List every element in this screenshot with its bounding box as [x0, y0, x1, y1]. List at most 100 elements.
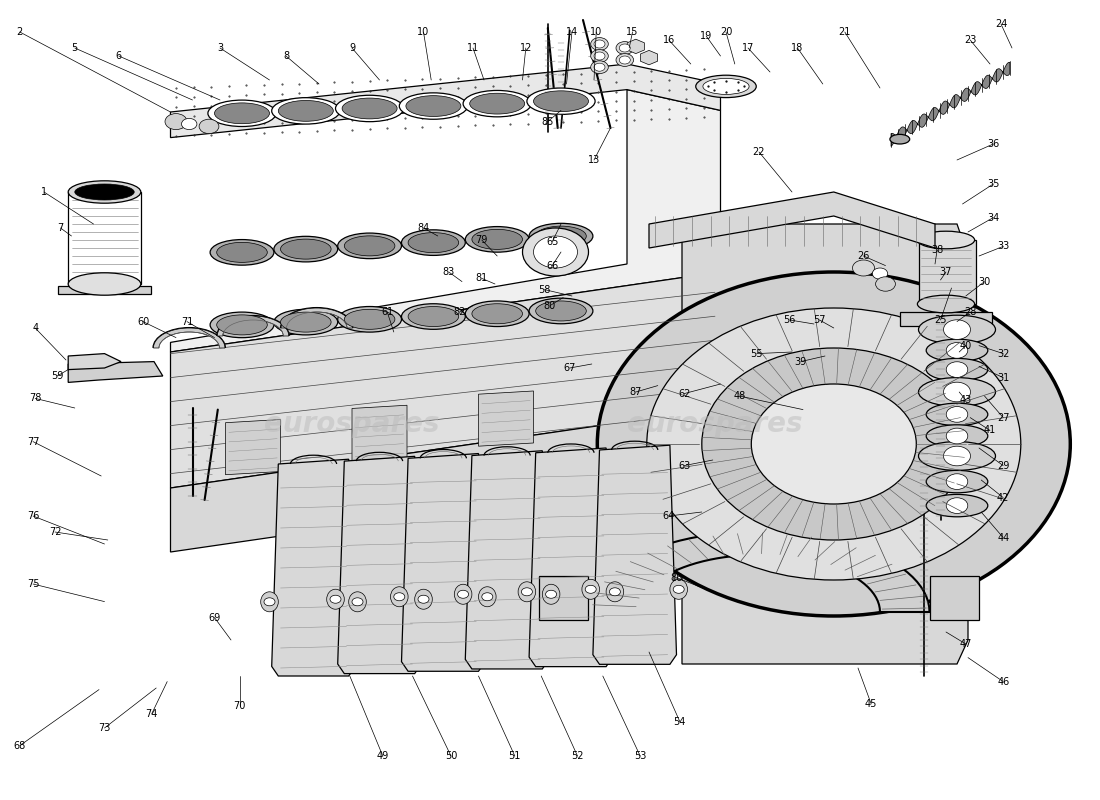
Text: 29: 29	[997, 461, 1010, 470]
Polygon shape	[529, 448, 613, 666]
Text: 44: 44	[997, 533, 1010, 542]
Circle shape	[594, 52, 605, 60]
Circle shape	[673, 586, 684, 594]
Ellipse shape	[926, 470, 988, 493]
Polygon shape	[539, 576, 588, 620]
Polygon shape	[352, 406, 407, 461]
Ellipse shape	[463, 90, 531, 117]
Ellipse shape	[529, 223, 593, 249]
Ellipse shape	[917, 295, 975, 313]
Ellipse shape	[926, 358, 988, 381]
Polygon shape	[153, 328, 224, 348]
Polygon shape	[68, 362, 163, 382]
Ellipse shape	[349, 592, 366, 612]
Circle shape	[591, 38, 608, 50]
Text: 65: 65	[546, 237, 559, 246]
Text: 80: 80	[543, 301, 557, 310]
Text: 7: 7	[57, 223, 64, 233]
Circle shape	[594, 63, 605, 71]
Ellipse shape	[703, 78, 749, 94]
Text: 69: 69	[208, 613, 221, 622]
Circle shape	[546, 590, 557, 598]
Ellipse shape	[918, 378, 996, 406]
Text: 26: 26	[857, 251, 870, 261]
Circle shape	[616, 42, 634, 54]
Text: eurospares: eurospares	[264, 410, 440, 438]
Ellipse shape	[272, 98, 340, 124]
Text: 33: 33	[997, 242, 1010, 251]
Text: 20: 20	[719, 27, 733, 37]
Circle shape	[597, 272, 1070, 616]
Text: 66: 66	[546, 261, 559, 270]
Text: 74: 74	[145, 709, 158, 718]
Text: 1: 1	[41, 187, 47, 197]
Polygon shape	[280, 308, 352, 328]
Ellipse shape	[582, 579, 600, 599]
Circle shape	[521, 588, 532, 596]
Ellipse shape	[208, 100, 276, 126]
Circle shape	[591, 61, 608, 74]
Ellipse shape	[926, 494, 988, 517]
Text: 5: 5	[72, 43, 78, 53]
Ellipse shape	[280, 312, 331, 332]
Ellipse shape	[534, 91, 588, 112]
Text: 70: 70	[233, 701, 246, 710]
Text: 8: 8	[283, 51, 289, 61]
Ellipse shape	[529, 298, 593, 324]
Text: 24: 24	[994, 19, 1008, 29]
Circle shape	[330, 595, 341, 603]
Ellipse shape	[408, 306, 459, 326]
Text: 54: 54	[673, 717, 686, 726]
Text: 84: 84	[417, 223, 430, 233]
Ellipse shape	[342, 98, 397, 119]
Text: 72: 72	[48, 527, 62, 537]
Text: 6: 6	[116, 51, 122, 61]
Ellipse shape	[917, 231, 975, 249]
Text: 82: 82	[453, 307, 466, 317]
Text: 40: 40	[959, 341, 972, 350]
Text: 10: 10	[590, 27, 603, 37]
Circle shape	[944, 446, 970, 466]
Text: 61: 61	[381, 307, 394, 317]
Text: 30: 30	[978, 277, 991, 286]
Ellipse shape	[926, 403, 988, 426]
Ellipse shape	[336, 95, 404, 122]
Circle shape	[946, 342, 968, 358]
Text: 78: 78	[29, 394, 42, 403]
Ellipse shape	[217, 242, 267, 262]
Text: 52: 52	[571, 751, 584, 761]
Circle shape	[946, 428, 968, 444]
Ellipse shape	[68, 181, 141, 203]
Circle shape	[591, 50, 608, 62]
Ellipse shape	[472, 230, 522, 250]
Text: 49: 49	[376, 751, 389, 761]
Ellipse shape	[344, 236, 395, 256]
Text: 37: 37	[939, 267, 953, 277]
Text: 51: 51	[508, 751, 521, 761]
Circle shape	[594, 40, 605, 48]
Text: 17: 17	[741, 43, 755, 53]
Polygon shape	[170, 90, 720, 352]
Circle shape	[946, 406, 968, 422]
Ellipse shape	[670, 579, 688, 599]
Circle shape	[702, 348, 966, 540]
Circle shape	[394, 593, 405, 601]
Circle shape	[616, 54, 634, 66]
Ellipse shape	[454, 584, 472, 604]
Text: 87: 87	[629, 387, 642, 397]
Text: 57: 57	[813, 315, 826, 325]
Ellipse shape	[406, 96, 461, 117]
Ellipse shape	[472, 304, 522, 324]
Ellipse shape	[280, 239, 331, 259]
Text: 9: 9	[349, 43, 355, 53]
Polygon shape	[218, 316, 288, 336]
Circle shape	[872, 268, 888, 279]
Ellipse shape	[344, 310, 395, 330]
Text: 45: 45	[865, 699, 878, 709]
Text: 60: 60	[136, 317, 150, 326]
Polygon shape	[930, 576, 979, 620]
Polygon shape	[170, 408, 720, 552]
Ellipse shape	[274, 310, 338, 335]
Circle shape	[182, 118, 197, 130]
Circle shape	[946, 498, 968, 514]
